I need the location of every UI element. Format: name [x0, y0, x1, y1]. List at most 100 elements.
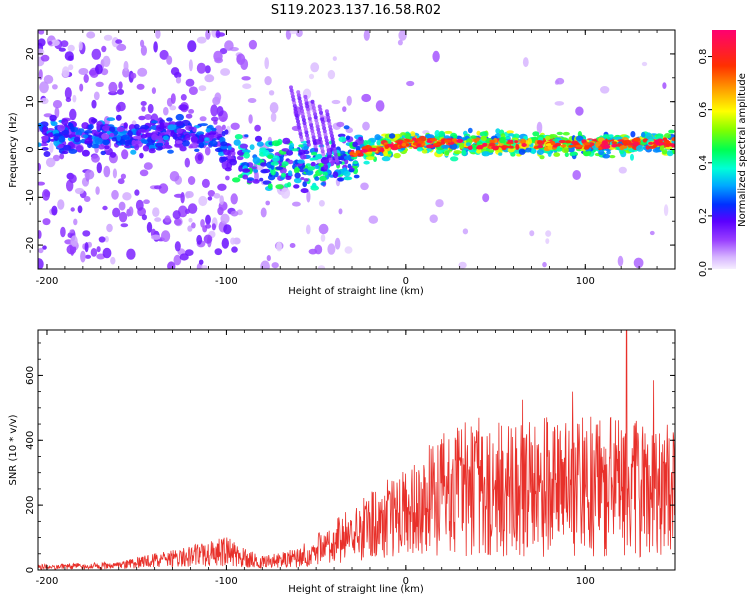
- spectrogram-cell: [65, 97, 72, 103]
- spectrogram-cell: [215, 30, 221, 39]
- spectrogram-cell: [297, 159, 305, 164]
- spectrogram-cell: [185, 191, 194, 198]
- spectrogram-cell: [230, 237, 236, 245]
- spectrogram-cell: [123, 122, 128, 129]
- spectrogram-cells: [38, 30, 675, 269]
- spectrogram-cell: [438, 130, 445, 138]
- spectrogram-cell: [131, 139, 137, 147]
- spectrogram-cell: [311, 135, 316, 140]
- spectrogram-cell: [123, 60, 129, 72]
- spectrogram-cell: [602, 153, 611, 159]
- spectrogram-cell: [220, 68, 231, 76]
- spectrogram-cell: [641, 131, 646, 138]
- spectrogram-cell: [126, 248, 136, 260]
- spectrogram-cell: [217, 183, 227, 191]
- spectrogram-x-ticks: -200 -100 0 100: [36, 30, 676, 287]
- spectrogram-cell: [641, 61, 648, 67]
- spectrogram-cell: [74, 136, 81, 143]
- spectrogram-cell: [229, 158, 237, 166]
- spectrogram-cell: [111, 189, 119, 200]
- spectrogram-cell: [287, 182, 292, 188]
- spectrogram-cell: [47, 41, 53, 45]
- spectrogram-cell: [210, 134, 215, 138]
- spectrogram-cell: [462, 228, 469, 235]
- spectrogram-cell: [338, 208, 343, 215]
- spectrogram-cell: [353, 152, 358, 157]
- spectrogram-cell: [199, 123, 208, 127]
- spectrogram-cell: [214, 92, 222, 103]
- spectrogram-cell: [629, 142, 635, 146]
- spectrogram-cell: [292, 201, 301, 207]
- spectrogram-cell: [330, 159, 336, 164]
- spectrogram-cell: [197, 154, 203, 161]
- spectrogram-cell: [307, 116, 312, 121]
- spectrogram-cell: [211, 116, 219, 122]
- spectrogram-cell: [320, 119, 325, 124]
- spectrogram-cell: [122, 67, 130, 78]
- spectrogram-cell: [633, 257, 644, 269]
- spectrogram-cell: [352, 161, 359, 165]
- snr-x-label: Height of straight line (km): [288, 584, 424, 595]
- spectrogram-cell: [103, 145, 110, 150]
- spectrogram-cell: [327, 154, 332, 158]
- spectrogram-cell: [444, 139, 452, 143]
- spectrogram-cell: [300, 108, 304, 113]
- spectrogram-cell: [119, 211, 128, 223]
- spectrogram-cell: [292, 100, 297, 105]
- spectrogram-cell: [151, 87, 156, 94]
- spectrogram-cell: [565, 140, 572, 144]
- spectrogram-cell: [435, 199, 444, 208]
- y-tick-label: -10: [25, 189, 36, 205]
- spectrogram-cell: [501, 145, 509, 149]
- spectrogram-cell: [61, 66, 70, 78]
- spectrogram-cell: [441, 144, 450, 149]
- spectrogram-cell: [575, 106, 584, 116]
- snr-series-line: [38, 330, 675, 570]
- spectrogram-cell: [536, 121, 543, 134]
- spectrogram-cell: [300, 111, 305, 116]
- spectrogram-cell: [358, 136, 364, 141]
- spectrogram-cell: [334, 237, 341, 250]
- spectrogram-cell: [348, 169, 355, 173]
- spectrogram-cell: [654, 139, 659, 144]
- spectrogram-cell: [421, 149, 428, 154]
- spectrogram-cell: [276, 241, 282, 252]
- spectrogram-cell: [315, 153, 323, 160]
- spectrogram-cell: [582, 149, 592, 157]
- spectrogram-cell: [416, 147, 423, 152]
- spectrogram-cell: [39, 81, 49, 94]
- spectrogram-cell: [40, 97, 49, 105]
- spectrogram-cell: [433, 143, 440, 146]
- spectrogram-cell: [96, 246, 101, 253]
- spectrogram-cell: [560, 144, 567, 148]
- spectrogram-cell: [147, 103, 154, 114]
- spectrogram-cell: [293, 107, 298, 111]
- spectrogram-cell: [148, 148, 156, 154]
- spectrogram-cell: [188, 109, 195, 114]
- spectrogram-cell: [299, 105, 304, 110]
- spectrogram-cell: [102, 205, 108, 211]
- spectrogram-cell: [102, 55, 111, 67]
- spectrogram-cell: [330, 134, 334, 138]
- spectrogram-cell: [288, 144, 293, 151]
- x-tick-label: -200: [36, 276, 59, 287]
- spectrogram-cell: [325, 112, 330, 117]
- spectrogram-cell: [201, 265, 208, 269]
- colorbar-ticks: 0.0 0.2 0.4 0.6 0.8: [698, 49, 712, 277]
- spectrogram-cell: [402, 140, 408, 144]
- spectrogram-cell: [507, 145, 514, 149]
- spectrogram-cell: [164, 140, 170, 147]
- spectrogram-cell: [567, 147, 575, 153]
- spectrogram-cell: [313, 144, 318, 149]
- spectrogram-cell: [260, 162, 268, 167]
- spectrogram-cell: [39, 143, 49, 147]
- spectrogram-cell: [210, 127, 217, 132]
- spectrogram-cell: [320, 146, 324, 151]
- spectrogram-cell: [96, 123, 101, 131]
- spectrogram-cell: [103, 34, 113, 41]
- spectrogram-cell: [444, 150, 450, 156]
- spectrogram-cell: [148, 144, 155, 149]
- spectrogram-cell: [412, 142, 418, 146]
- spectrogram-cell: [317, 133, 322, 138]
